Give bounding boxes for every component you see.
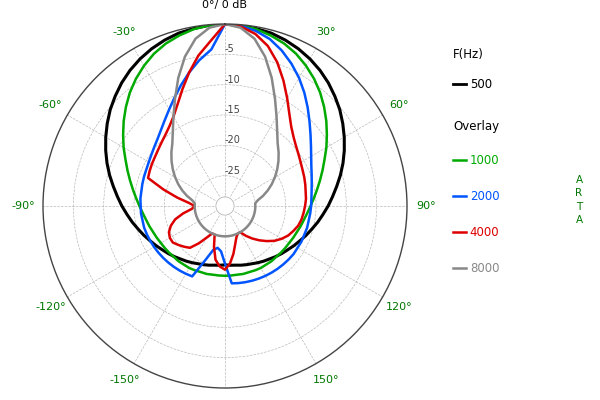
- Line: 4000: 4000: [148, 24, 306, 270]
- 2000: [221, 22, 229, 26]
- 1000: [286, 241, 293, 246]
- 1000: [221, 22, 229, 26]
- 4000: [158, 140, 165, 145]
- 1000: [122, 104, 130, 109]
- Line: 2000: 2000: [140, 24, 312, 283]
- 8000: [219, 234, 226, 239]
- 2000: [154, 136, 161, 141]
- 500: [290, 243, 298, 248]
- 8000: [221, 22, 229, 26]
- Line: 8000: 8000: [172, 24, 278, 236]
- 2000: [166, 107, 173, 112]
- 1000: [233, 272, 241, 277]
- Line: 500: 500: [106, 24, 344, 265]
- 500: [136, 56, 143, 61]
- Text: 4000: 4000: [470, 226, 499, 238]
- 4000: [278, 236, 286, 241]
- 8000: [169, 167, 176, 172]
- 1000: [119, 132, 127, 137]
- 4000: [236, 230, 244, 235]
- 1000: [221, 22, 229, 26]
- 2000: [308, 188, 315, 193]
- Text: F(Hz): F(Hz): [453, 48, 484, 61]
- 4000: [221, 22, 229, 26]
- Text: Overlay: Overlay: [453, 120, 499, 133]
- 2000: [148, 152, 155, 157]
- 1000: [140, 63, 148, 68]
- 4000: [216, 264, 223, 269]
- 2000: [221, 261, 229, 266]
- Text: 8000: 8000: [470, 262, 499, 274]
- 8000: [170, 114, 177, 119]
- 8000: [254, 198, 262, 203]
- Text: A
R
T
A: A R T A: [575, 175, 583, 225]
- 8000: [168, 150, 175, 155]
- Text: 500: 500: [470, 78, 492, 90]
- 4000: [302, 189, 309, 194]
- 2000: [294, 246, 301, 250]
- 8000: [251, 201, 259, 206]
- Text: 1000: 1000: [470, 154, 499, 166]
- Text: 2000: 2000: [470, 190, 499, 202]
- 8000: [246, 221, 253, 226]
- 2000: [214, 246, 221, 250]
- 1000: [313, 187, 320, 192]
- 1000: [215, 273, 223, 278]
- 500: [216, 263, 223, 268]
- 8000: [221, 22, 229, 26]
- Polygon shape: [216, 197, 234, 215]
- 500: [104, 121, 111, 126]
- 2000: [221, 22, 229, 26]
- 4000: [151, 154, 158, 159]
- 500: [221, 22, 229, 26]
- 500: [333, 184, 340, 189]
- 500: [221, 262, 229, 267]
- 500: [112, 94, 119, 98]
- 500: [221, 22, 229, 26]
- 4000: [170, 114, 177, 119]
- 4000: [221, 22, 229, 26]
- Line: 1000: 1000: [123, 24, 327, 276]
